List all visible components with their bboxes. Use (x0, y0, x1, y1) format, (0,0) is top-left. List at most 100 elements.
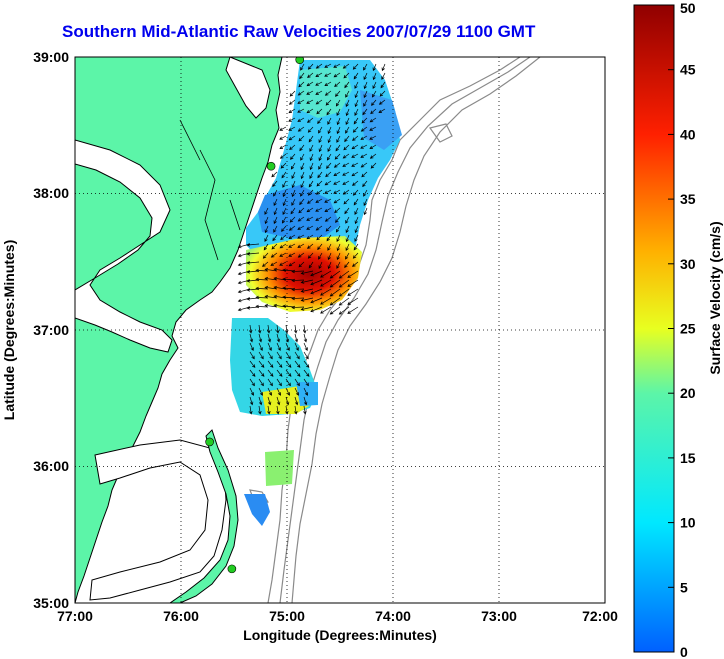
velocity-arrow (298, 207, 305, 214)
velocity-arrow (284, 324, 289, 334)
velocity-arrow (324, 81, 332, 87)
velocity-arrow (299, 72, 305, 80)
velocity-arrow (279, 153, 287, 159)
velocity-arrow (279, 261, 287, 266)
velocity-arrow (276, 342, 281, 351)
velocity-arrow (318, 135, 323, 144)
colorbar-tick-label: 40 (680, 126, 696, 142)
velocity-arrow (336, 126, 341, 135)
velocity-arrow (270, 261, 278, 266)
velocity-arrow (363, 207, 368, 216)
velocity-arrow (276, 360, 283, 368)
velocity-arrow (264, 303, 278, 308)
velocity-arrow (343, 198, 350, 205)
velocity-arrow (316, 108, 323, 115)
velocity-arrow (333, 72, 341, 78)
velocity-arrow (307, 126, 314, 133)
velocity-arrow (276, 351, 282, 360)
velocity-arrow (315, 189, 323, 195)
velocity-arrow (353, 72, 359, 80)
velocity-arrow (294, 405, 298, 415)
velocity-arrow (276, 333, 281, 343)
velocity-arrow (299, 198, 305, 206)
velocity-arrow (315, 216, 323, 221)
velocity-arrow (267, 342, 272, 351)
velocity-arrow (345, 225, 350, 234)
velocity-arrow (372, 72, 377, 81)
velocity-arrow (326, 234, 332, 242)
velocity-arrow (275, 324, 280, 334)
velocity-arrow (338, 306, 350, 315)
velocity-arrow (334, 153, 341, 160)
velocity-arrow (342, 171, 350, 176)
velocity-arrow (327, 243, 332, 251)
velocity-arrow (327, 144, 332, 153)
velocity-arrow (361, 117, 368, 124)
velocity-arrow (354, 81, 359, 89)
velocity-arrow (303, 387, 308, 396)
velocity-arrow (342, 180, 350, 185)
velocity-arrow (369, 144, 377, 150)
velocity-arrow (347, 279, 359, 287)
velocity-arrow (362, 108, 368, 116)
velocity-arrow (342, 189, 350, 195)
velocity-arrow (381, 63, 386, 72)
velocity-arrow (325, 99, 332, 106)
velocity-arrow (289, 90, 296, 97)
velocity-arrow (300, 189, 305, 197)
velocity-arrow (246, 261, 260, 265)
velocity-arrow (300, 297, 314, 302)
velocity-arrow (307, 63, 314, 70)
map-title: Southern Mid-Atlantic Raw Velocities 200… (62, 22, 536, 41)
velocity-arrow (327, 117, 332, 125)
velocity-arrow (335, 216, 341, 223)
velocity-arrow (249, 378, 255, 387)
velocity-arrow (303, 342, 308, 351)
velocity-arrow (302, 324, 307, 334)
x-tick: 73:00 (481, 608, 517, 624)
velocity-arrow (258, 360, 265, 368)
velocity-arrow (288, 234, 296, 240)
velocity-arrow (343, 72, 350, 79)
velocity-arrow (320, 306, 332, 314)
velocity-arrow (380, 81, 386, 89)
velocity-arrow (264, 234, 269, 242)
velocity-arrow (276, 405, 280, 415)
radar-station-marker (295, 57, 305, 65)
radar-station-marker (205, 437, 214, 447)
radar-stations (205, 57, 305, 574)
velocity-arrow (309, 162, 314, 171)
velocity-arrow (297, 90, 305, 96)
velocity-arrow (333, 162, 341, 168)
velocity-arrow (294, 369, 301, 377)
velocity-arrow (288, 99, 296, 105)
velocity-arrow (324, 90, 332, 96)
velocity-arrow (297, 216, 305, 222)
velocity-arrow (352, 63, 359, 70)
velocity-arrow (273, 189, 278, 197)
velocity-arrow (317, 243, 323, 251)
velocity-arrow (347, 297, 359, 305)
velocity-arrow (371, 99, 377, 106)
velocity-arrow (294, 351, 300, 360)
velocity-arrow (370, 108, 377, 115)
grid-lines (75, 57, 605, 603)
velocity-arrow (334, 81, 341, 88)
velocity-arrow (298, 135, 305, 142)
velocity-arrow (333, 180, 341, 185)
x-tick: 75:00 (269, 608, 305, 624)
velocity-arrow (249, 351, 255, 360)
velocity-arrow (306, 90, 314, 95)
velocity-arrow (315, 90, 323, 95)
velocity-arrow (306, 207, 314, 213)
velocity-arrow (335, 90, 341, 97)
velocity-arrow (249, 360, 256, 368)
velocity-arrow (308, 180, 314, 188)
velocity-arrow (316, 180, 323, 187)
velocity-arrow (378, 108, 386, 114)
velocity-arrow (306, 225, 314, 230)
velocity-arrow (288, 135, 296, 141)
velocity-arrow (249, 405, 253, 415)
velocity-arrow (344, 207, 350, 215)
y-tick: 35:00 (33, 595, 69, 611)
